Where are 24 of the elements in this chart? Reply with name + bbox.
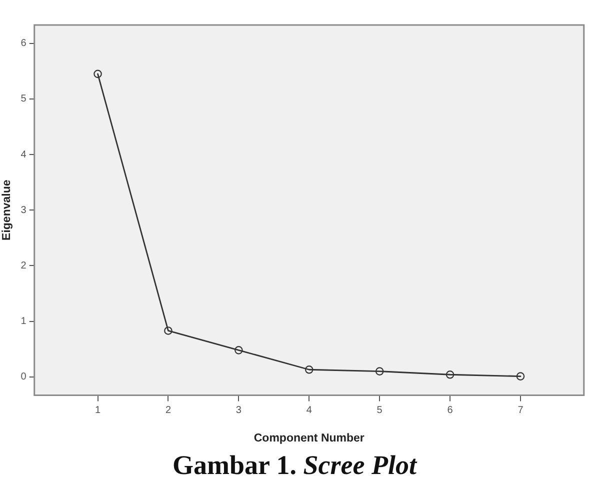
y-tick-label: 6 xyxy=(20,38,27,50)
x-tick-label: 7 xyxy=(518,404,524,416)
point xyxy=(304,365,314,374)
x-tick-label: 2 xyxy=(165,404,172,416)
x-axis-title: Component Number xyxy=(254,432,365,444)
y-tick-label: 3 xyxy=(20,204,27,216)
point xyxy=(94,70,102,78)
y-tick-label: 4 xyxy=(20,149,27,160)
point xyxy=(516,372,525,380)
y-tick-label: 1 xyxy=(20,316,27,328)
point xyxy=(375,367,384,376)
x-tick-label: 5 xyxy=(376,404,383,416)
x-tick-label: 6 xyxy=(447,404,454,416)
text: Gambar 1. Scree Plot xyxy=(172,450,416,480)
point xyxy=(446,370,454,379)
x-tick-label: 4 xyxy=(306,404,312,416)
y-tick-label: 2 xyxy=(20,260,27,272)
y-tick-label: 5 xyxy=(20,94,27,105)
y-tick-label: 0 xyxy=(20,372,27,383)
x-tick-label: 3 xyxy=(236,404,242,416)
point xyxy=(164,326,172,335)
point xyxy=(234,346,243,354)
x-tick-label: 1 xyxy=(94,404,101,416)
y-axis-title: Eigenvalue xyxy=(1,180,14,240)
